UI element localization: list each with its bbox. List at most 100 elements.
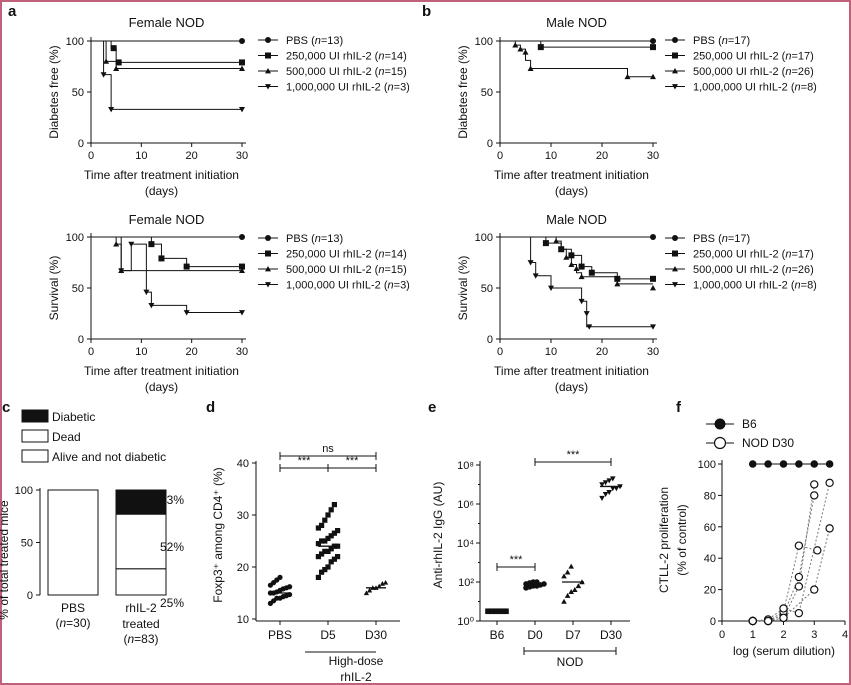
panel-a2-series-2-marker xyxy=(113,241,120,247)
panel-c-annotation-1: 52% xyxy=(160,540,184,554)
panel-c-legend-box-1 xyxy=(21,429,49,443)
panel-a2-series-3-line xyxy=(91,236,242,313)
panel-a2-xtick-label: 10 xyxy=(135,346,147,358)
panel-d-ytick-label: 20 xyxy=(237,562,249,574)
panel-a-series-2-marker xyxy=(113,65,120,71)
panel-b-legend-label-2: 500,000 UI rhIL-2 (n=26) xyxy=(693,66,814,78)
panel-b2-xtick-label: 20 xyxy=(596,346,608,358)
panel-b-legend-label-3: 1,000,000 UI rhIL-2 (n=8) xyxy=(693,82,817,94)
panel-a-xtick-label: 20 xyxy=(186,150,198,162)
panel-b-series-1-marker xyxy=(537,44,544,51)
panel-b2-series-3-marker xyxy=(578,298,585,305)
panel-e-ytick-label: 10⁴ xyxy=(457,538,474,550)
panel-d-sig-label-0: ns xyxy=(322,443,334,455)
panel-c-legend-box-2 xyxy=(21,449,49,463)
panel-f-b6-point xyxy=(825,460,834,468)
panel-d-point-D30 xyxy=(367,587,373,593)
panel-d-point-D5 xyxy=(325,548,331,554)
panel-f-legend-label-1: NOD D30 xyxy=(742,436,794,450)
panel-c-ytick-label: 100 xyxy=(15,485,33,497)
panel-a-series-1-marker xyxy=(115,59,122,66)
panel-f-nod-point xyxy=(810,480,819,489)
panel-f-b6-point xyxy=(748,460,757,468)
panel-b-legend-marker-3 xyxy=(672,84,678,90)
panel-a2-ytick-label: 0 xyxy=(78,334,84,346)
panel-b2-legend-marker-0 xyxy=(672,235,678,241)
panel-b-ytick-label: 50 xyxy=(481,87,493,99)
panel-a-legend-marker-1 xyxy=(265,52,271,59)
panel-b2-legend-label-1: 250,000 UI rhIL-2 (n=17) xyxy=(693,249,814,261)
panel-d-point-D5 xyxy=(315,574,321,580)
panel-b2-series-1-marker xyxy=(650,275,656,282)
panel-a2-series-3-marker xyxy=(143,289,150,296)
panel-b-legend-marker-2 xyxy=(672,68,678,74)
panel-a2-series-3-marker xyxy=(183,310,190,316)
panel-f-nod-point xyxy=(779,604,788,613)
panel-e-point-D30 xyxy=(599,482,605,488)
panel-a-legend-marker-0 xyxy=(265,37,271,43)
panel-a-series-2-line xyxy=(91,40,242,70)
panel-a-ytick-label: 0 xyxy=(78,138,84,150)
panel-a-xlabel-2: (days) xyxy=(145,184,178,198)
panel-a2-ylabel: Survival (%) xyxy=(47,256,61,321)
panel-b2-xlabel: Time after treatment initiation xyxy=(494,364,649,378)
panel-e-xlabel-2: D7 xyxy=(565,628,581,642)
panel-e-point-D30 xyxy=(610,486,616,492)
panel-b2-legend-label-2: 500,000 UI rhIL-2 (n=26) xyxy=(693,264,814,276)
panel-b-ylabel: Diabetes free (%) xyxy=(456,45,470,138)
panel-e-point-D0 xyxy=(541,581,547,587)
panel-e-letter: e xyxy=(428,399,436,416)
panel-f-ytick-label: 0 xyxy=(710,616,716,628)
panel-a2-series-1-line xyxy=(91,236,242,268)
panel-d-point-D5 xyxy=(325,512,331,518)
panel-a-series-3-marker xyxy=(100,72,107,78)
panel-f-xtick-label: 1 xyxy=(750,629,756,641)
panel-d-sig-label-1: *** xyxy=(298,455,312,467)
panel-b-xlabel: Time after treatment initiation xyxy=(494,168,649,182)
panel-f-b6-point xyxy=(795,460,803,468)
panel-d-point-PBS xyxy=(287,584,293,590)
panel-b2-ylabel: Survival (%) xyxy=(456,256,470,321)
panel-d-point-D5 xyxy=(315,525,321,531)
panel-f-b6-point xyxy=(779,460,788,468)
panel-a-series-3-marker xyxy=(108,106,115,113)
panel-d-point-D5 xyxy=(325,564,331,570)
panel-f-nod-point xyxy=(794,582,804,591)
panel-b-legend-label-1: 250,000 UI rhIL-2 (n=17) xyxy=(693,51,814,63)
panel-e-xlabel-3: D30 xyxy=(600,628,622,642)
panel-a2-series-3-marker xyxy=(148,302,155,309)
panel-d-ylabel: Foxp3⁺ among CD4⁺ (%) xyxy=(211,467,225,602)
panel-f-ylabel: CTLL-2 proliferation xyxy=(657,487,671,593)
panel-e-point-D7 xyxy=(561,598,567,604)
panel-a2-xtick-label: 30 xyxy=(236,346,248,358)
panel-a2-legend-label-3: 1,000,000 UI rhIL-2 (n=3) xyxy=(286,280,410,292)
panel-c-bar-1-alive xyxy=(115,568,167,596)
panel-b2-legend-marker-1 xyxy=(672,250,678,257)
panel-a2-xlabel: Time after treatment initiation xyxy=(84,364,239,378)
panel-d-point-D5 xyxy=(319,551,325,557)
panel-e-point-D7 xyxy=(568,563,574,569)
panel-f-nod-point xyxy=(763,616,773,626)
panel-e-point-D30 xyxy=(599,495,605,501)
panel-f-b6-point xyxy=(810,460,819,468)
panel-b-series-2-marker xyxy=(527,65,534,71)
panel-c-xlabel-0: PBS xyxy=(61,601,85,615)
panel-a-series-1-marker xyxy=(239,59,245,66)
panel-b2-series-2-marker xyxy=(563,254,570,260)
panel-a-title: Female NOD xyxy=(129,15,205,30)
panel-f-nod-point xyxy=(779,613,788,623)
panel-b-series-1-marker xyxy=(650,44,656,51)
panel-a-letter: a xyxy=(8,3,17,20)
panel-e-point-D30 xyxy=(602,492,609,498)
panel-e-ytick-label: 10² xyxy=(458,577,474,589)
panel-e-xlabel-1: D0 xyxy=(527,628,543,642)
panel-d-ytick-label: 10 xyxy=(237,614,249,626)
panel-a2-legend-label-2: 500,000 UI rhIL-2 (n=15) xyxy=(286,264,407,276)
panel-b2-series-2-marker xyxy=(568,261,575,267)
panel-b-letter: b xyxy=(422,3,431,20)
panel-e-sig-label-0: *** xyxy=(510,554,524,566)
panel-b-legend-marker-0 xyxy=(672,37,678,43)
panel-a2-legend-label-0: PBS (n=13) xyxy=(286,233,343,245)
panel-c-legend-label-2: Alive and not diabetic xyxy=(52,450,166,464)
